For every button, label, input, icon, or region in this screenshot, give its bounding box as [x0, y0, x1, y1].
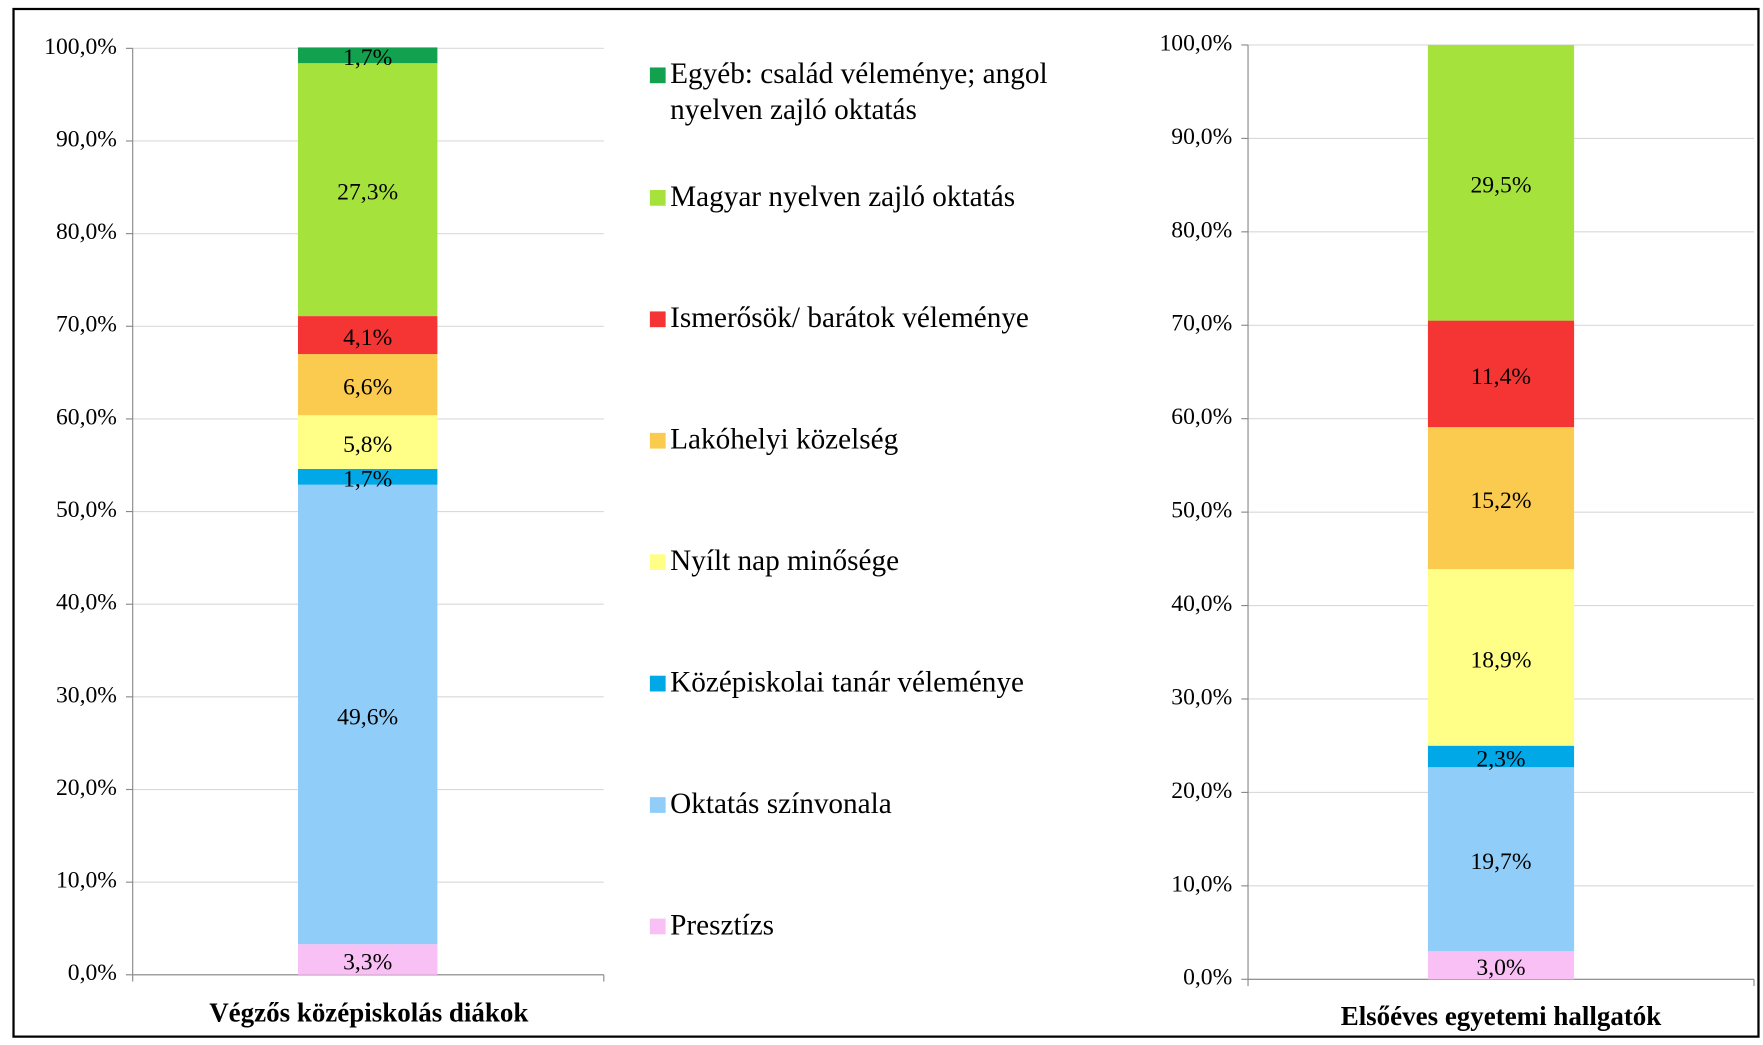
legend-label: Ismerősök/ barátok véleménye: [670, 301, 1029, 334]
bar-segment: [297, 944, 438, 975]
data-label: 1,7%: [343, 467, 392, 493]
data-label: 27,3%: [337, 180, 398, 206]
bar-segment: [297, 415, 438, 469]
legend-label: Magyar nyelven zajló oktatás: [670, 179, 1016, 213]
legend-swatch: [649, 432, 666, 449]
x-axis-label: Elsőéves egyetemi hallgatók: [1341, 1001, 1662, 1031]
legend-label: Oktatás színvonala: [670, 787, 892, 820]
data-label: 3,0%: [1476, 955, 1525, 981]
bar-segment: [297, 316, 438, 355]
bar-segment: [297, 468, 438, 485]
y-tick-label: 80,0%: [1171, 217, 1232, 243]
bar-segment: [1427, 745, 1575, 768]
y-tick-label: 60,0%: [1171, 404, 1232, 430]
y-tick-label: 80,0%: [56, 219, 117, 245]
legend-swatch: [649, 554, 666, 571]
bar-segment: [1427, 767, 1575, 952]
y-tick-label: 30,0%: [56, 682, 117, 708]
bar-segment: [1427, 951, 1575, 980]
data-label: 11,4%: [1471, 364, 1531, 390]
bar-segment: [297, 47, 438, 64]
y-tick-label: 90,0%: [1171, 124, 1232, 150]
legend-entry: Egyéb: család véleménye; angol nyelven z…: [670, 57, 1048, 126]
y-tick-label: 70,0%: [56, 312, 117, 338]
y-tick-label: 70,0%: [1171, 311, 1232, 337]
legend-swatch: [649, 311, 666, 328]
data-label: 19,7%: [1471, 849, 1532, 875]
legend-entry: Magyar nyelven zajló oktatás: [670, 179, 1016, 213]
legend-entry: Presztízs: [670, 908, 775, 942]
y-tick-label: 30,0%: [1171, 684, 1232, 710]
bar-segment: [297, 484, 438, 945]
legend-label: Lakóhelyi közelség: [670, 422, 899, 456]
data-label: 15,2%: [1471, 488, 1532, 514]
data-label: 1,7%: [343, 45, 392, 71]
data-label: 49,6%: [337, 704, 398, 730]
data-label: 2,3%: [1476, 746, 1525, 772]
bar-segment: [1427, 320, 1575, 428]
y-tick-label: 10,0%: [1171, 871, 1232, 897]
legend-entry: Középiskolai tanár véleménye: [670, 665, 1025, 699]
y-tick-label: 40,0%: [1171, 591, 1232, 617]
bar-segment: [297, 354, 438, 416]
y-tick-label: 50,0%: [1171, 498, 1232, 524]
legend-label: Nyílt nap minősége: [670, 544, 900, 577]
legend-swatch: [649, 918, 666, 935]
data-label: 3,3%: [343, 949, 392, 975]
legend-swatch: [649, 190, 666, 206]
legend-entry: Nyílt nap minősége: [670, 544, 900, 577]
y-tick-label: 10,0%: [56, 868, 117, 894]
legend-swatch: [649, 797, 666, 813]
y-tick-label: 0,0%: [1183, 965, 1232, 991]
y-tick-label: 60,0%: [56, 404, 117, 430]
legend-label: Középiskolai tanár véleménye: [670, 665, 1025, 699]
y-tick-label: 100,0%: [1159, 30, 1232, 56]
data-label: 18,9%: [1471, 647, 1532, 673]
legend-entry: Oktatás színvonala: [670, 787, 892, 820]
y-tick-label: 90,0%: [56, 126, 117, 152]
data-label: 4,1%: [343, 325, 392, 351]
y-tick-label: 20,0%: [1171, 778, 1232, 804]
data-label: 29,5%: [1471, 173, 1532, 199]
legend-entry: Ismerősök/ barátok véleménye: [670, 301, 1029, 334]
bar-segment: [1427, 569, 1575, 746]
x-axis-label: Végzős középiskolás diákok: [209, 997, 528, 1027]
y-tick-label: 20,0%: [56, 775, 117, 801]
bar-segment: [297, 63, 438, 317]
data-label: 6,6%: [343, 375, 392, 401]
data-label: 5,8%: [343, 432, 392, 458]
y-tick-label: 0,0%: [68, 960, 117, 986]
bar-segment: [1427, 427, 1575, 570]
y-tick-label: 100,0%: [44, 34, 117, 60]
legend-swatch: [649, 675, 666, 692]
y-tick-label: 40,0%: [56, 590, 117, 616]
legend-swatch: [649, 67, 666, 84]
legend-label: Presztízs: [670, 908, 775, 942]
legend-entry: Lakóhelyi közelség: [670, 422, 899, 456]
y-tick-label: 50,0%: [56, 497, 117, 523]
bar-segment: [1427, 44, 1575, 321]
legend-label: Egyéb: család véleménye; angol nyelven z…: [670, 57, 1048, 126]
